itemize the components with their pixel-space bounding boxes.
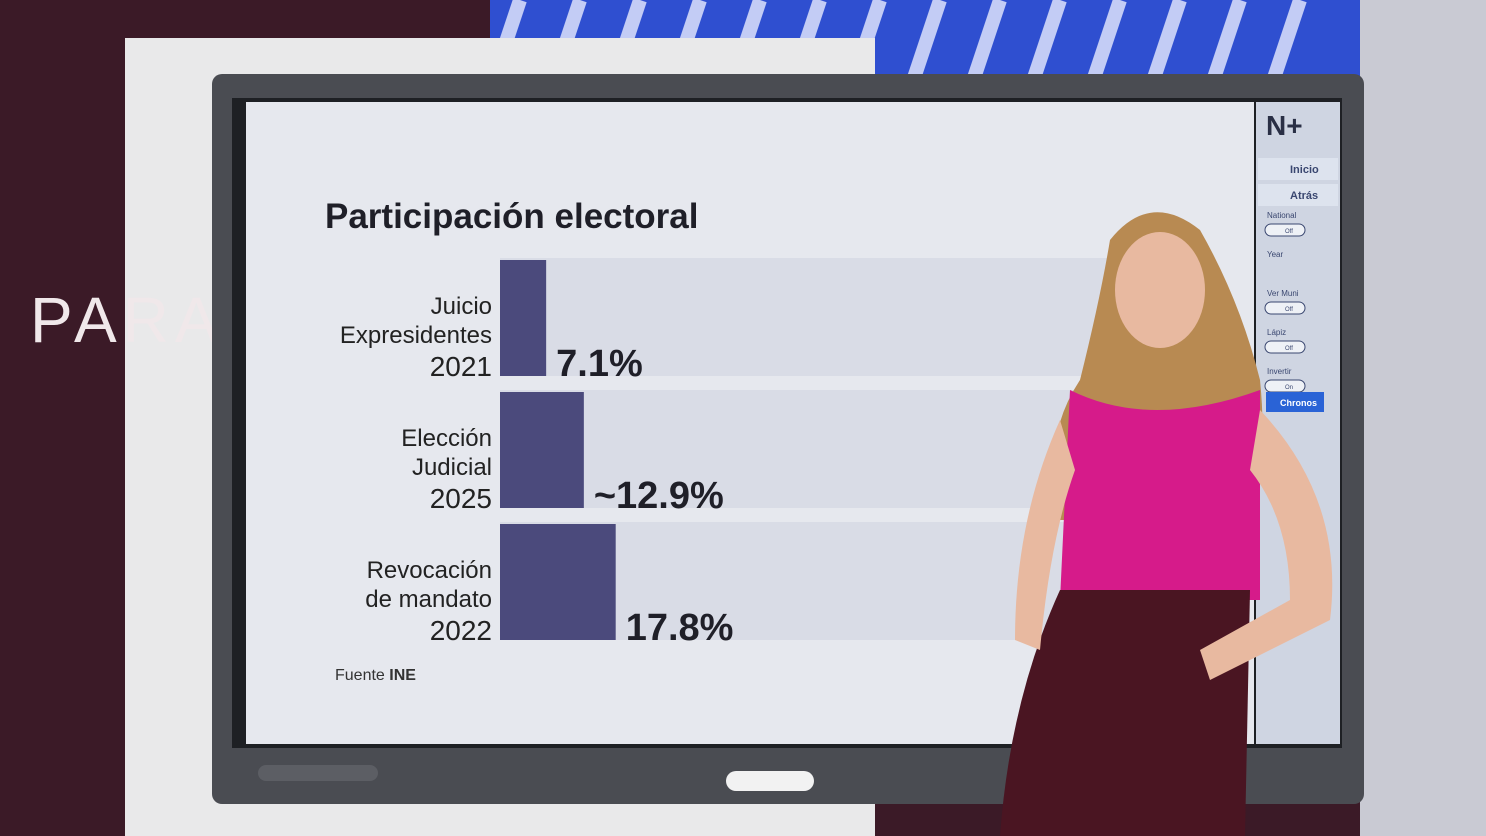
category-label: Judicial bbox=[412, 454, 492, 481]
bar bbox=[500, 392, 584, 508]
toggle-label: National bbox=[1267, 211, 1297, 220]
logo: N+ bbox=[1266, 110, 1303, 141]
toggle[interactable] bbox=[1264, 340, 1306, 354]
toggle-state: Off bbox=[1285, 346, 1293, 352]
bar bbox=[500, 524, 616, 640]
toggle-state: On bbox=[1285, 385, 1293, 391]
toggle[interactable] bbox=[1264, 301, 1306, 315]
action-button[interactable] bbox=[1266, 392, 1324, 412]
category-label: 2021 bbox=[430, 351, 492, 382]
category-label: Expresidentes bbox=[340, 322, 492, 349]
source-name: INE bbox=[389, 667, 416, 684]
tv-controls bbox=[258, 765, 378, 781]
track bbox=[500, 258, 1150, 376]
source-label: Fuente bbox=[335, 667, 385, 684]
value-label: ~12.9% bbox=[594, 475, 724, 517]
toggle-label: Invertir bbox=[1267, 367, 1292, 376]
toggle-label: Lápiz bbox=[1267, 328, 1286, 337]
nav-button[interactable] bbox=[1258, 184, 1338, 206]
action-button-label: Chronos bbox=[1280, 398, 1317, 408]
value-label: 17.8% bbox=[626, 607, 734, 649]
studio-panel bbox=[1360, 0, 1486, 836]
toggle-label: Ver Muni bbox=[1267, 289, 1299, 298]
presenter bbox=[1000, 212, 1333, 836]
category-label: 2025 bbox=[430, 483, 492, 514]
chart-title: Participación electoral bbox=[325, 197, 698, 236]
toggle-state: Off bbox=[1285, 307, 1293, 313]
nav-button-label: Atrás bbox=[1290, 190, 1318, 202]
background-text: PARA bbox=[30, 284, 224, 356]
category-label: Revocación bbox=[367, 557, 492, 584]
category-label: Juicio bbox=[431, 293, 492, 320]
bar bbox=[500, 260, 547, 376]
toggle-state: Off bbox=[1285, 229, 1293, 235]
nav-button-label: Inicio bbox=[1290, 164, 1319, 176]
nav-button[interactable] bbox=[1258, 158, 1338, 180]
value-label: 7.1% bbox=[556, 343, 643, 385]
category-label: Elección bbox=[401, 425, 492, 452]
toggle-label: Year bbox=[1267, 250, 1284, 259]
category-label: 2022 bbox=[430, 615, 492, 646]
side-panel-items: Inicio Atrás National Off Year Ver Muni Off Láp… bbox=[1258, 158, 1338, 412]
toggle[interactable] bbox=[1264, 223, 1306, 237]
source: Fuente INE bbox=[335, 667, 416, 684]
category-label: de mandato bbox=[365, 586, 492, 613]
tv-button bbox=[726, 771, 814, 791]
